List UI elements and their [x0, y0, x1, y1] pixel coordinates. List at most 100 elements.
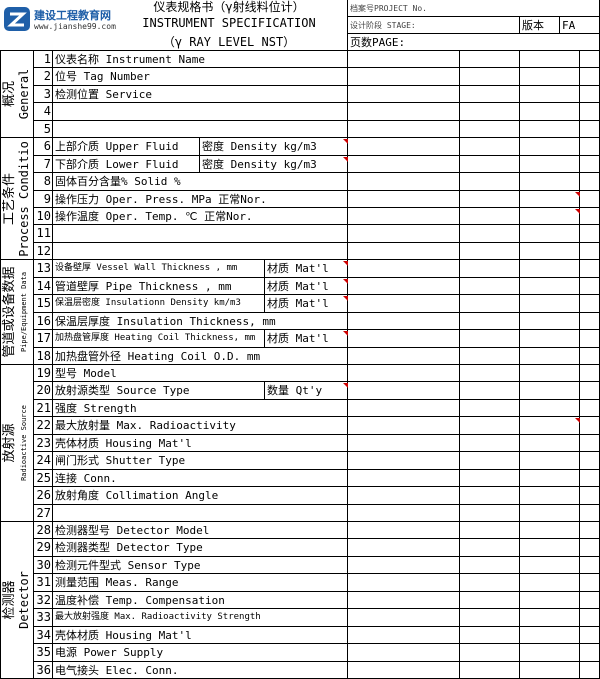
row-number: 19 [34, 365, 53, 383]
value-cell [348, 208, 460, 226]
item-label-2: 材质 Mat'l [265, 295, 348, 313]
row-number: 27 [34, 504, 53, 522]
value-cell [520, 365, 580, 383]
group-cn: 概况 [2, 81, 17, 108]
value-cell [580, 365, 600, 383]
value-cell [460, 574, 520, 592]
value-cell [348, 312, 460, 331]
value-cell [580, 347, 600, 365]
row-number: 34 [34, 626, 53, 645]
group-text: 检测器 Detector [2, 571, 31, 629]
group-label: 放射源 Radioactive Source [0, 365, 34, 522]
value-cell [520, 591, 580, 610]
value-cell [580, 556, 600, 575]
item-label: 型号 Model [53, 365, 348, 383]
value-cell [460, 452, 520, 470]
item-label: 最大放射量 Max. Radioactivity [53, 417, 348, 435]
value-cell [460, 382, 520, 400]
value-cell [348, 138, 460, 156]
comment-marker [343, 383, 348, 389]
value-cell [348, 242, 460, 261]
revision-label: 版本 [520, 17, 560, 34]
value-cell [348, 434, 460, 453]
item-label: 放射源类型 Source Type [53, 382, 265, 400]
project-no: 档案号PROJECT No. [348, 0, 600, 17]
stage: 设计阶段 STAGE: [348, 17, 520, 34]
value-cell [460, 591, 520, 610]
row-number: 13 [34, 260, 53, 278]
group-cn: 管道或设备数据 [2, 266, 17, 358]
item-label: 检测器型号 Detector Model [53, 522, 348, 540]
row-number: 16 [34, 312, 53, 331]
value-cell [460, 225, 520, 243]
row-number: 9 [34, 190, 53, 208]
value-cell [520, 138, 580, 156]
value-cell [580, 382, 600, 400]
value-cell [460, 277, 520, 296]
value-cell [460, 103, 520, 121]
item-label: 操作压力 Oper. Press. MPa 正常Nor. [53, 190, 348, 208]
item-label [53, 242, 348, 261]
row-number: 24 [34, 452, 53, 470]
value-cell [580, 539, 600, 557]
row-number: 21 [34, 399, 53, 418]
value-cell [460, 208, 520, 226]
comment-marker [343, 278, 348, 284]
value-cell [460, 626, 520, 645]
value-cell [348, 504, 460, 522]
value-cell [348, 260, 460, 278]
value-cell [348, 469, 460, 488]
row-number: 28 [34, 522, 53, 540]
value-cell [348, 365, 460, 383]
value-cell [580, 330, 600, 348]
value-cell [348, 556, 460, 575]
value-cell [520, 417, 580, 435]
item-label: 上部介质 Upper Fluid [53, 138, 200, 156]
row-number: 10 [34, 208, 53, 226]
value-cell [580, 242, 600, 261]
value-cell [580, 85, 600, 104]
value-cell [348, 295, 460, 313]
value-cell [520, 382, 580, 400]
group-label: 工艺条件 Process Conditio [0, 138, 34, 261]
item-label: 最大放射强度 Max. Radioactivity Strength [53, 609, 348, 627]
value-cell [520, 295, 580, 313]
value-cell [348, 661, 460, 679]
value-cell [460, 173, 520, 191]
item-label: 电气接头 Elec. Conn. [53, 661, 348, 679]
value-cell [460, 347, 520, 365]
row-number: 35 [34, 644, 53, 662]
value-cell [460, 434, 520, 453]
value-cell [460, 242, 520, 261]
value-cell [580, 138, 600, 156]
value-cell [460, 312, 520, 331]
row-number: 30 [34, 556, 53, 575]
value-cell [520, 347, 580, 365]
value-cell [348, 190, 460, 208]
item-label: 操作温度 Oper. Temp. ℃ 正常Nor. [53, 208, 348, 226]
value-cell [460, 469, 520, 488]
group-text: 管道或设备数据 Pipe/Equipment Data [2, 266, 31, 358]
value-cell [460, 120, 520, 139]
value-cell [580, 51, 600, 69]
value-cell [580, 591, 600, 610]
item-label: 固体百分含量% Solid % [53, 173, 348, 191]
item-label-2: 材质 Mat'l [265, 277, 348, 296]
group-cn: 放射源 [2, 423, 17, 463]
row-number: 22 [34, 417, 53, 435]
item-label: 保温层密度 Insulationn Density km/m3 [53, 295, 265, 313]
item-label [53, 504, 348, 522]
value-cell [460, 661, 520, 679]
item-label: 强度 Strength [53, 399, 348, 418]
value-cell [580, 626, 600, 645]
item-label [53, 120, 348, 139]
value-cell [348, 120, 460, 139]
value-cell [460, 330, 520, 348]
value-cell [520, 452, 580, 470]
item-label: 加热盘管厚度 Heating Coil Thickness, mm [53, 330, 265, 348]
group-text: 工艺条件 Process Conditio [2, 140, 31, 257]
value-cell [460, 417, 520, 435]
title-en: INSTRUMENT SPECIFICATION [142, 16, 316, 30]
item-label: 检测元件型式 Sensor Type [53, 556, 348, 575]
group-en: Process Conditio [17, 140, 31, 257]
